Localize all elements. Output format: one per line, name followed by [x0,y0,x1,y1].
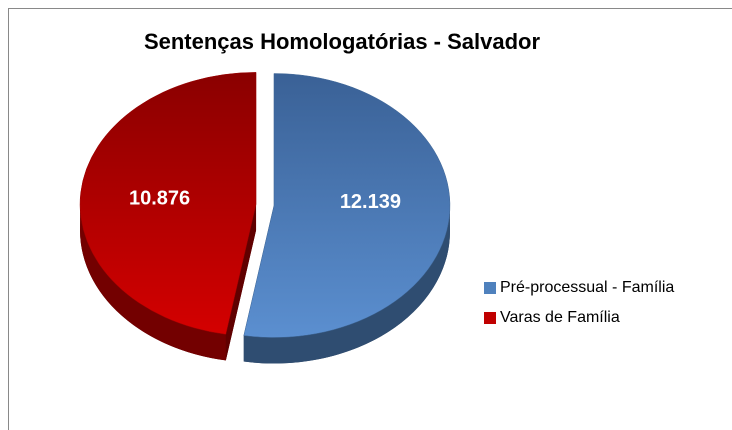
slice [243,73,451,338]
chart-title: Sentenças Homologatórias - Salvador [144,29,541,54]
slice-side [243,205,450,364]
data-label: 10.876 [129,187,190,209]
slice-cut [225,204,257,361]
slice-side [80,204,226,361]
data-label: 12.139 [340,191,401,213]
legend-label: Varas de Família [500,309,620,326]
slice [79,72,257,335]
legend-label: Pré-processual - Família [500,279,674,296]
legend-swatch [484,282,496,294]
legend-swatch [484,312,496,324]
